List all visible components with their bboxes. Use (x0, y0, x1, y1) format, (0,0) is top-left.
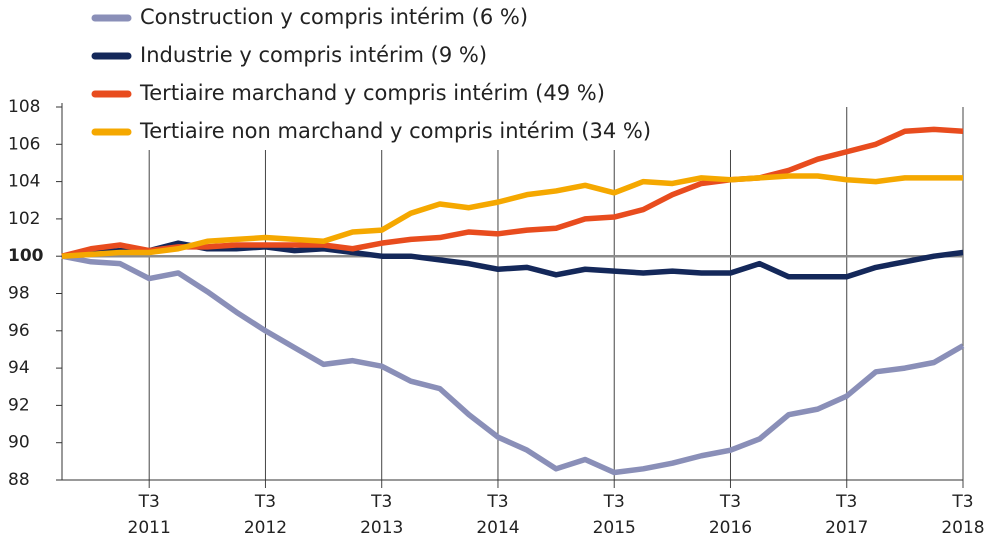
y-tick-label: 100 (8, 246, 44, 266)
series-line (61, 173, 963, 259)
x-tick-label: T3 2012 (244, 492, 287, 535)
x-tick-label: T3 2013 (360, 492, 403, 535)
x-tick-label: T3 2015 (593, 492, 636, 535)
x-tick-label: T3 2011 (128, 492, 171, 535)
legend-label: Tertiaire marchand y compris intérim (49… (139, 81, 605, 105)
series-line (61, 126, 964, 259)
legend-label: Construction y compris intérim (6 %) (140, 5, 528, 29)
y-tick-label: 102 (8, 209, 40, 229)
legend-label: Industrie y compris intérim (9 %) (140, 43, 487, 67)
x-tick-label: T3 2014 (476, 492, 519, 535)
y-tick-label: 90 (8, 433, 30, 453)
y-tick-label: 88 (8, 470, 30, 490)
series-line (61, 253, 965, 476)
legend-background (75, 0, 735, 150)
legend-label: Tertiaire non marchand y compris intérim… (139, 119, 651, 143)
x-tick-label: T3 2016 (709, 492, 752, 535)
y-tick-label: 108 (8, 97, 40, 117)
x-tick-label: T3 2018 (941, 492, 984, 535)
y-tick-label: 98 (8, 284, 30, 304)
y-tick-label: 94 (8, 358, 30, 378)
y-tick-label: 96 (8, 321, 30, 341)
y-tick-label: 104 (8, 172, 40, 192)
x-tick-label: T3 2017 (825, 492, 868, 535)
y-tick-label: 92 (8, 395, 30, 415)
y-tick-label: 106 (8, 134, 40, 154)
